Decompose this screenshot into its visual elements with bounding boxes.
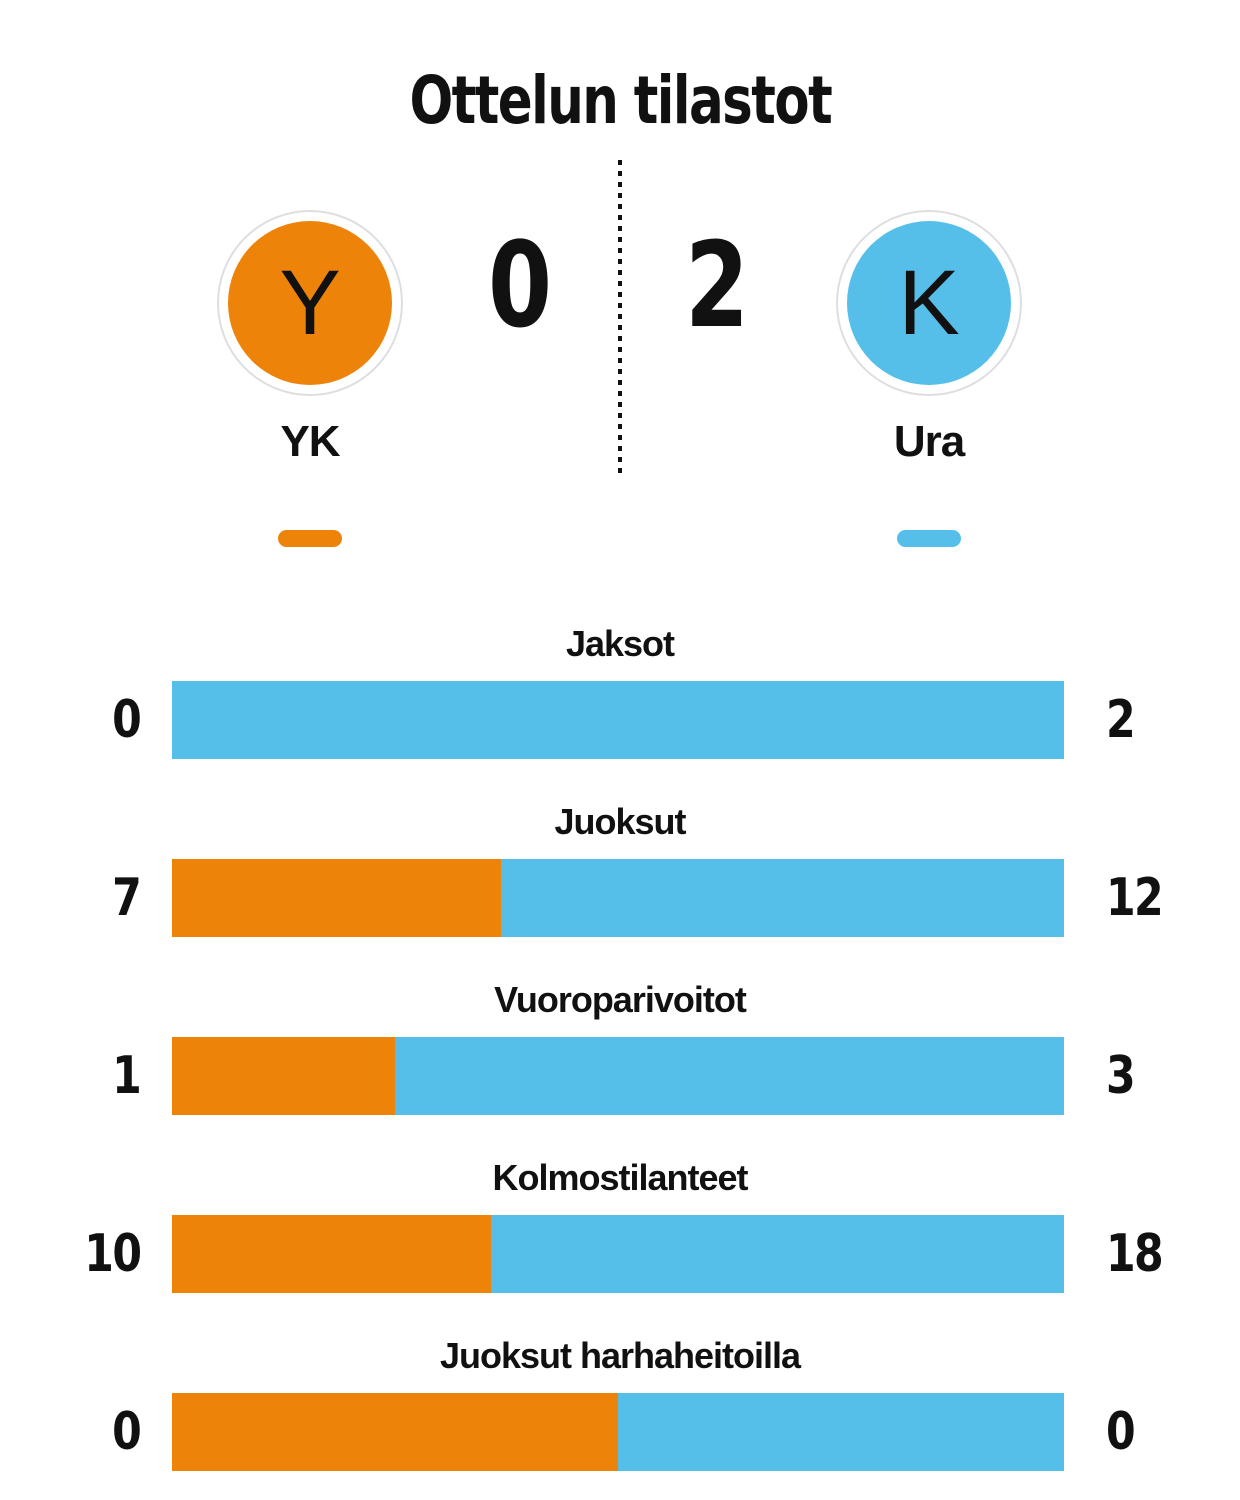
stat-row: Juoksut 7 12 [0,804,1240,944]
stat-value-away: 12 [1106,868,1164,928]
stat-fill-away [618,1393,1064,1471]
stat-label: Jaksot [565,623,675,664]
stat-fill-away [395,1037,1064,1115]
stat-fill-away [490,1215,1064,1293]
stat-label: Kolmostilanteet [492,1157,748,1198]
stat-value-home: 10 [83,1224,142,1284]
stat-bar [172,681,1064,759]
stat-bar [172,1393,1064,1471]
stat-fill-away [172,681,1064,759]
stat-value-home: 0 [111,1402,142,1462]
stat-value-away: 3 [1106,1046,1136,1106]
score-divider-dotted-line [618,160,622,474]
stat-value-away: 18 [1106,1224,1164,1284]
stat-label: Vuoroparivoitot [494,979,747,1020]
team-home-initial: Y [279,251,341,354]
stat-value-away: 2 [1106,690,1136,750]
team-away-color-pill [897,530,961,547]
stat-row: Vuoroparivoitot 1 3 [0,982,1240,1122]
stat-row: Juoksut harhaheitoilla 0 0 [0,1338,1240,1478]
team-home-badge-circle: Y [228,221,392,385]
stat-row: Kolmostilanteet 10 18 [0,1160,1240,1300]
team-home-color-pill [278,530,342,547]
stat-value-home: 1 [111,1046,142,1106]
stat-value-home: 0 [111,690,142,750]
stat-bar [172,859,1064,937]
stat-fill-home [172,1215,491,1293]
stat-label: Juoksut [554,801,686,842]
team-away-score: 2 [684,216,750,354]
stat-label: Juoksut harhaheitoilla [439,1335,801,1376]
team-away-name: Ura [893,417,965,466]
stat-row: Jaksot 0 2 [0,626,1240,766]
stat-bar [172,1215,1064,1293]
stat-bar [172,1037,1064,1115]
team-away-badge-circle: K [847,221,1011,385]
stat-fill-home [172,1037,395,1115]
stat-fill-home [172,1393,618,1471]
team-home-name: YK [280,417,340,466]
page-title: Ottelun tilastot [409,62,832,139]
stat-value-home: 7 [111,868,142,928]
team-home-score: 0 [487,216,553,354]
team-away-initial: K [898,251,960,354]
team-away-badge: K [836,210,1022,396]
team-home-badge: Y [217,210,403,396]
stat-fill-away [500,859,1064,937]
stat-fill-home [172,859,501,937]
stat-value-away: 0 [1106,1402,1136,1462]
